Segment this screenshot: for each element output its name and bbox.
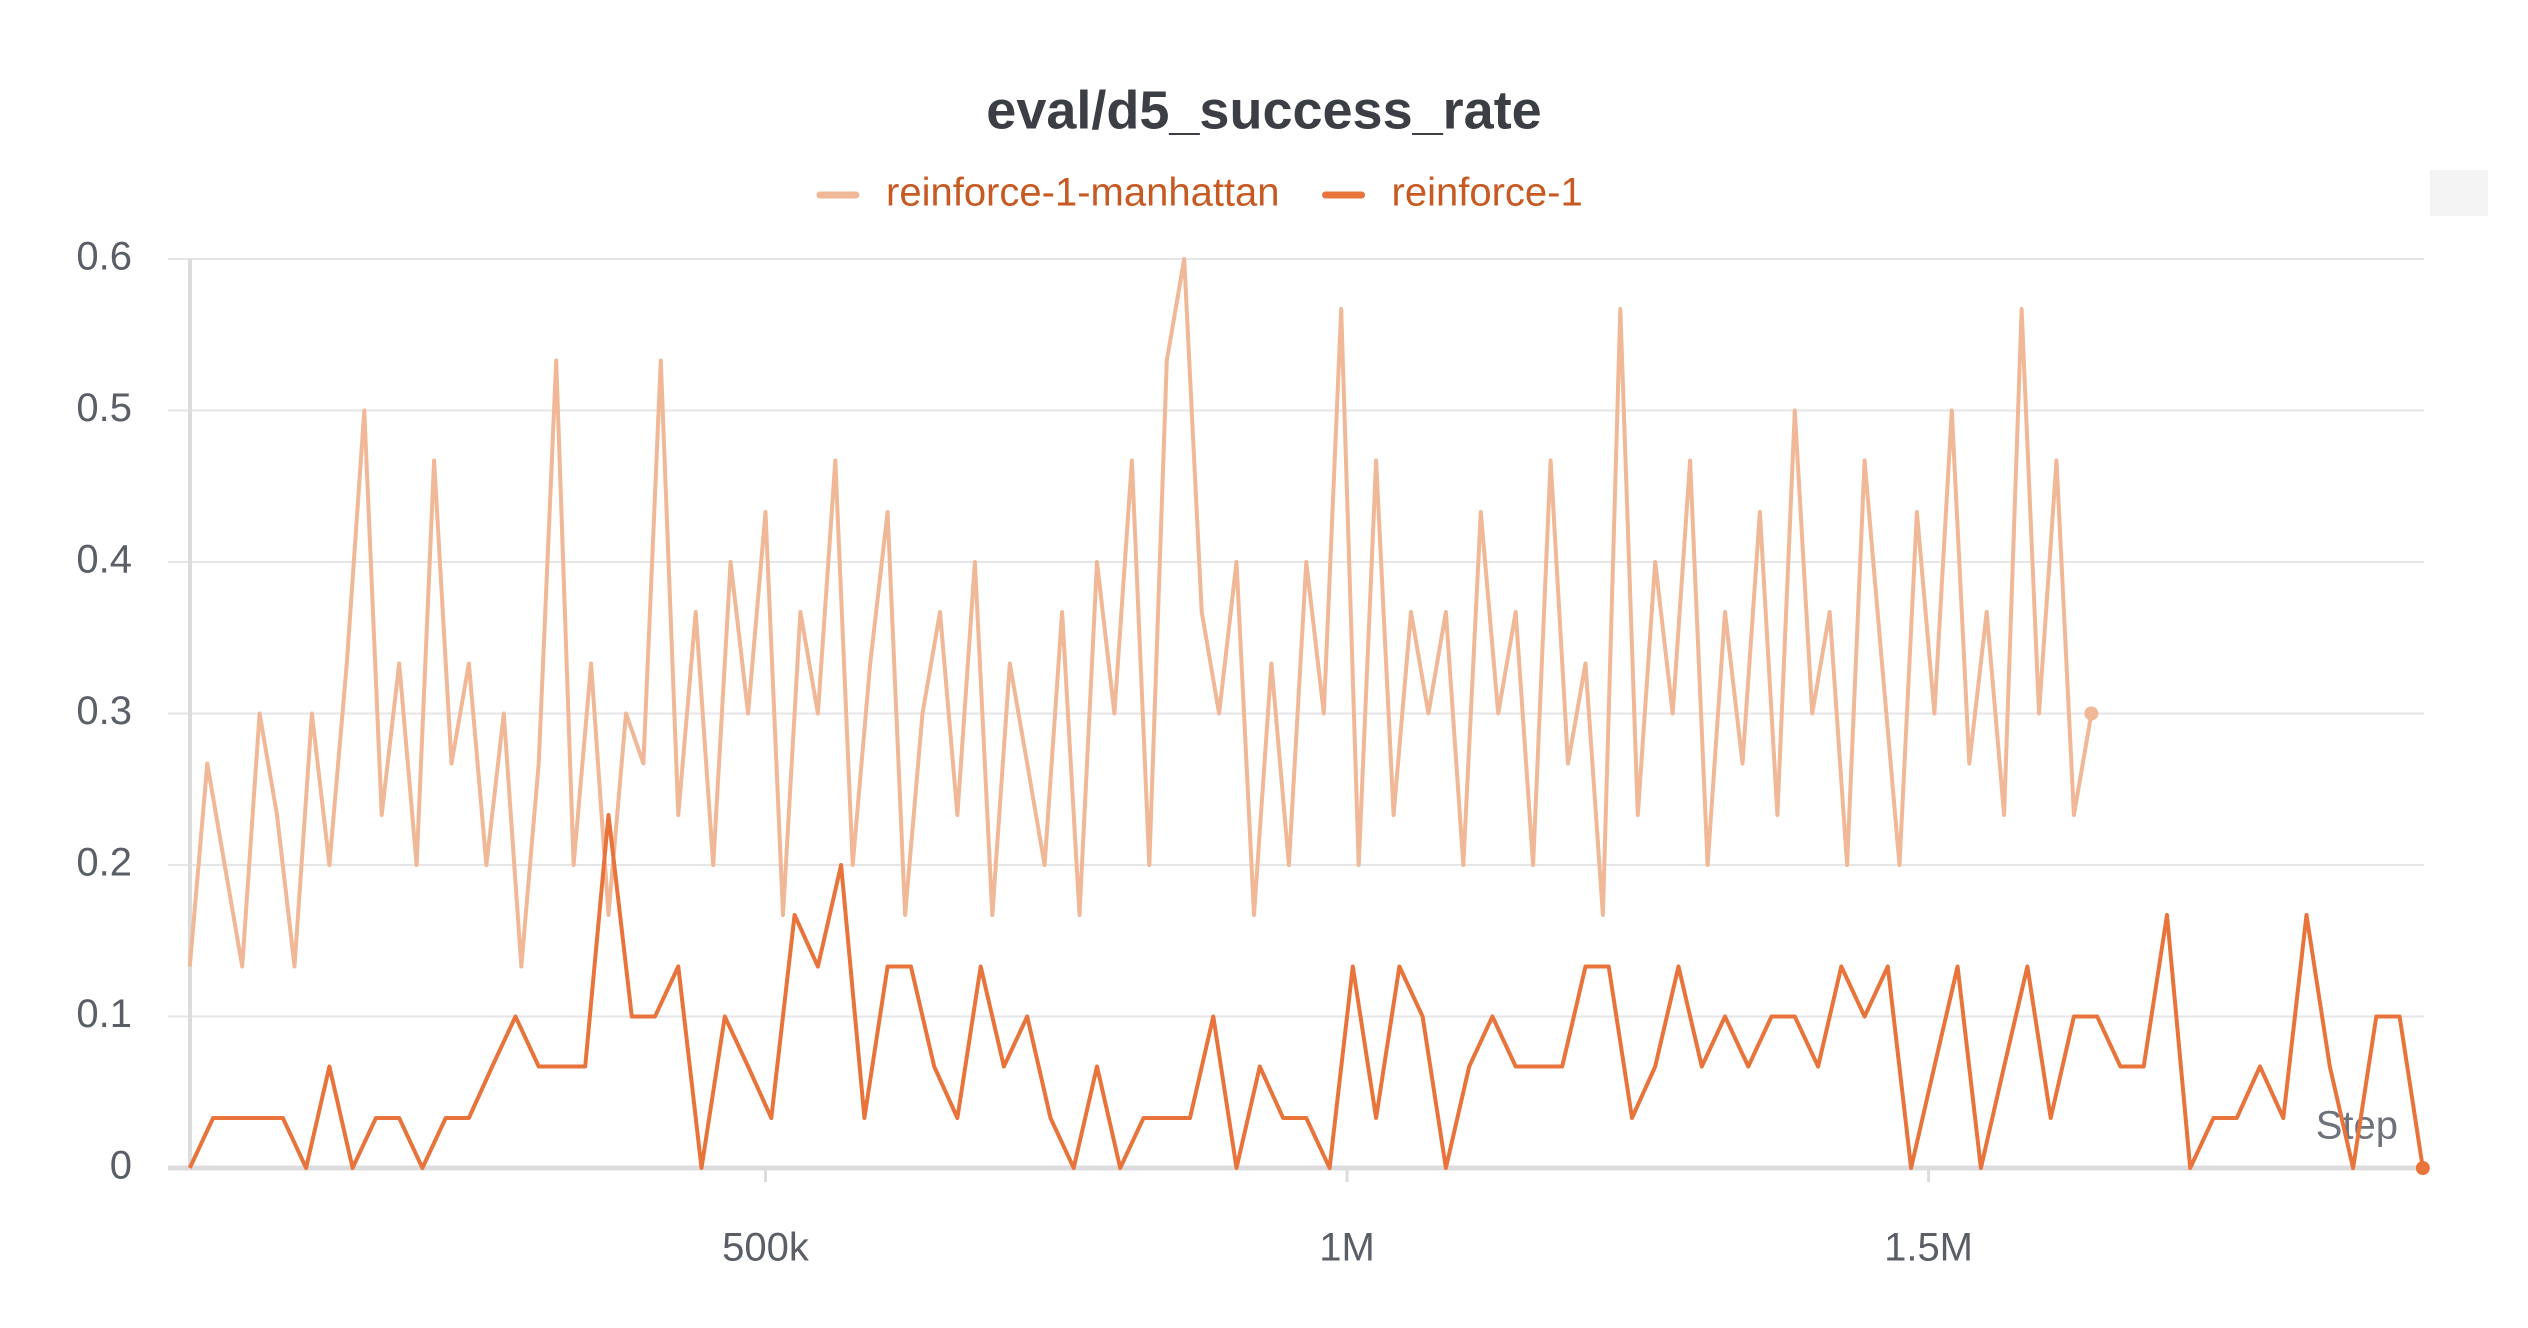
y-tick-label: 0.6 <box>76 235 132 279</box>
y-tick-label: 0.3 <box>76 689 132 733</box>
panel-button[interactable] <box>2430 170 2488 216</box>
y-tick-label: 0.1 <box>76 992 132 1036</box>
y-tick-label: 0.4 <box>76 538 132 582</box>
end-marker <box>2415 1161 2430 1175</box>
x-tick-label: 500k <box>722 1226 810 1270</box>
legend-label: reinforce-1 <box>1392 171 1583 215</box>
y-tick-label: 0.5 <box>76 386 132 430</box>
y-tick-label: 0.2 <box>76 841 132 885</box>
legend-label: reinforce-1-manhattan <box>886 171 1280 215</box>
end-marker <box>2084 706 2099 721</box>
series-line <box>187 257 2094 969</box>
y-tick-label: 0 <box>110 1144 132 1188</box>
series-line <box>187 813 2425 1170</box>
chart-title: eval/d5_success_rate <box>986 80 1541 140</box>
x-tick-label: 1.5M <box>1884 1226 1973 1270</box>
x-tick-label: 1M <box>1319 1226 1375 1270</box>
